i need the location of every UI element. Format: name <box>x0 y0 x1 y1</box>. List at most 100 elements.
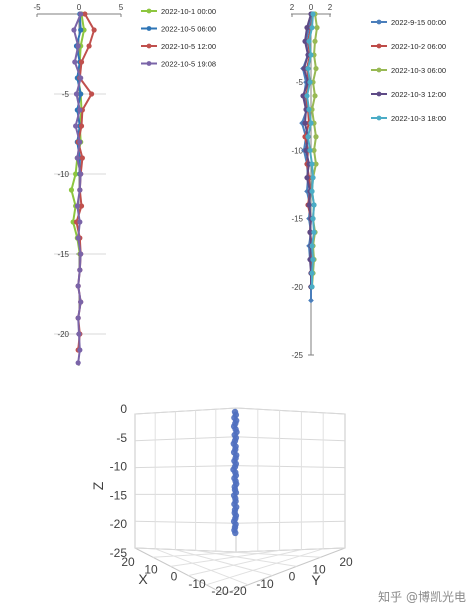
data-point <box>309 270 315 276</box>
data-point <box>74 203 80 209</box>
floor-gridline <box>215 550 321 558</box>
data-point <box>310 175 316 181</box>
data-point <box>308 297 314 304</box>
data-point <box>304 175 310 181</box>
y-tick-label: -10 <box>57 170 69 179</box>
data-point <box>305 65 311 72</box>
y-tick-label: -10 <box>256 577 274 591</box>
x-tick-label: 10 <box>144 562 158 576</box>
wall-gridline <box>134 436 237 442</box>
x-tick-label: 2 <box>290 3 295 12</box>
data-point <box>309 25 315 31</box>
data-point <box>314 25 320 31</box>
z-axis-label: Z <box>90 481 106 490</box>
data-point <box>78 299 84 305</box>
x-tick-label: -10 <box>188 577 206 591</box>
y-tick-label: -5 <box>296 78 304 87</box>
data-point <box>68 187 75 193</box>
data-point <box>78 27 84 33</box>
legend-marker <box>376 115 382 121</box>
data-point <box>86 43 92 49</box>
data-point <box>232 529 239 537</box>
wall-gridline <box>235 465 346 469</box>
data-point <box>77 267 83 273</box>
floor-gridline <box>155 548 249 586</box>
data-point <box>75 360 81 366</box>
data-point <box>301 65 307 72</box>
wall-gridline <box>134 407 237 415</box>
wall-gridline <box>235 436 346 442</box>
z-tick-label: -25 <box>110 546 128 560</box>
data-point <box>91 27 97 33</box>
data-point <box>307 147 313 153</box>
legend-label: 2022-10-3 06:00 <box>391 66 446 75</box>
y-tick-label: -20 <box>57 330 69 339</box>
data-point <box>309 161 315 167</box>
legend-label: 2022-10-5 12:00 <box>161 42 216 51</box>
data-point <box>75 315 81 321</box>
legend-marker <box>376 43 382 49</box>
data-point <box>77 107 83 113</box>
legend-label: 2022-10-3 12:00 <box>391 90 446 99</box>
data-point <box>310 256 316 263</box>
data-point <box>76 331 82 337</box>
data-point <box>303 147 309 153</box>
data-point <box>77 347 83 353</box>
x-tick-label: 0 <box>77 3 82 12</box>
floor-gridline <box>175 549 273 577</box>
data-point <box>79 155 85 161</box>
data-point <box>77 187 83 193</box>
data-point <box>305 134 311 140</box>
floor-gridline <box>170 549 280 567</box>
legend-label: 2022-10-1 00:00 <box>161 7 216 16</box>
data-point <box>309 188 315 194</box>
data-point <box>308 52 314 58</box>
data-point <box>304 25 310 31</box>
data-point <box>306 202 312 208</box>
legend-label: 2022-10-5 06:00 <box>161 25 216 34</box>
legend-marker <box>376 91 382 97</box>
legend-label: 2022-9-15 00:00 <box>391 18 446 27</box>
y-tick-label: -15 <box>291 215 303 224</box>
x-tick-label: 0 <box>171 570 178 584</box>
y-tick-label: -15 <box>57 250 69 259</box>
legend-label: 2022-10-5 19:08 <box>161 60 216 69</box>
data-point <box>313 161 319 167</box>
data-point <box>77 219 83 225</box>
y-tick-label: 20 <box>339 555 353 569</box>
chart-left-depth-profile: -5 0 5 -5 -10 -15 -20 2022-10-1 00:00 2022-10-5 … <box>33 3 216 366</box>
legend-label: 2022-10-3 18:00 <box>391 114 446 123</box>
wall-gridline <box>235 407 346 415</box>
data-point <box>310 216 316 222</box>
data-point <box>75 283 81 289</box>
data-point <box>310 11 316 17</box>
data-point <box>304 93 310 99</box>
y-tick-label: -20 <box>291 283 303 292</box>
x-tick-label: 5 <box>119 3 124 12</box>
data-point <box>306 38 312 44</box>
data-point <box>306 106 312 113</box>
z-tick-label: -20 <box>110 517 128 531</box>
z-tick-label: -15 <box>110 488 128 502</box>
floor-gridline <box>206 548 324 586</box>
data-point <box>309 243 315 249</box>
chart-right-depth-profile: 2 0 2 -5 -10 -15 -20 -25 2022-9-15 00:00 2022-10-… <box>290 3 446 360</box>
data-point <box>308 120 314 126</box>
data-point <box>78 91 84 97</box>
y-axis-label: Y <box>311 572 321 588</box>
data-point <box>78 171 84 177</box>
data-point <box>72 59 78 65</box>
data-point <box>77 139 83 145</box>
watermark-text: 知乎 @博凯光电 <box>378 590 466 604</box>
data-point <box>307 79 313 85</box>
back-wall-right <box>235 407 346 553</box>
x-tick-label: 20 <box>121 555 135 569</box>
data-point <box>78 75 84 81</box>
data-point <box>311 202 317 208</box>
data-point <box>312 93 318 99</box>
x-tick-label: -5 <box>33 3 41 12</box>
legend-label: 2022-10-2 06:00 <box>391 42 446 51</box>
data-point <box>78 11 84 17</box>
y-tick-label: 10 <box>312 562 326 576</box>
